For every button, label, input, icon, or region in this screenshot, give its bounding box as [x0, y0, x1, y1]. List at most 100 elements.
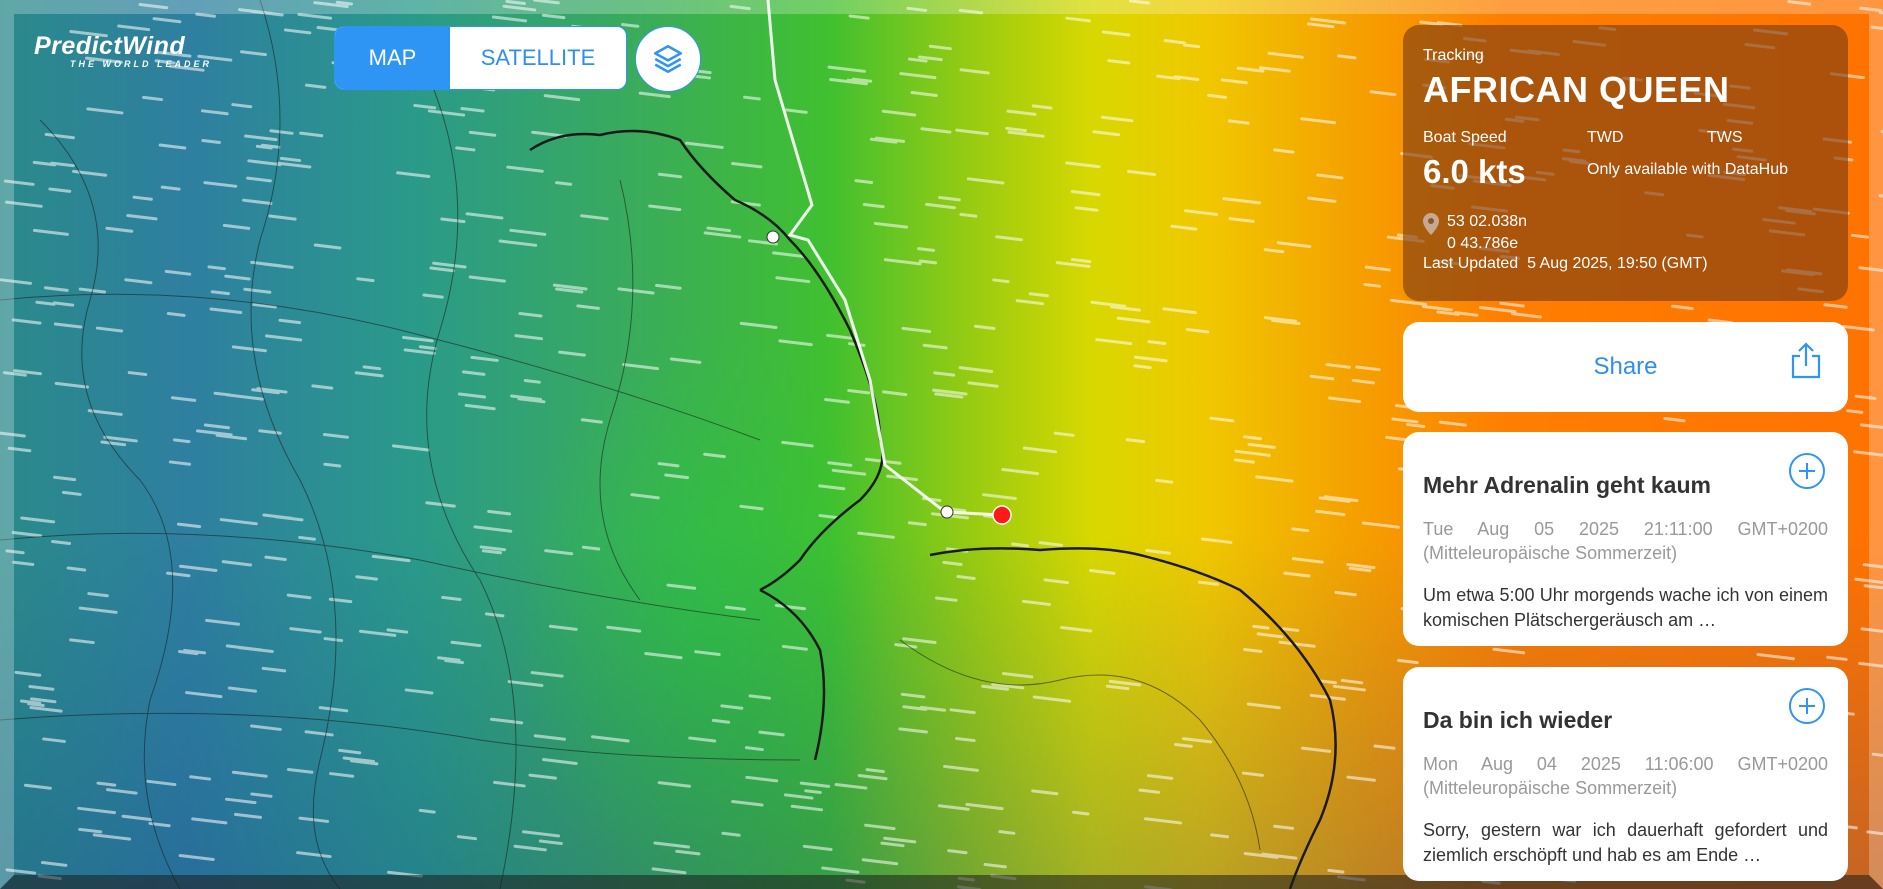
wind-streak [166, 311, 186, 317]
wind-streak [166, 571, 191, 578]
wind-streak [1074, 206, 1099, 212]
wind-streak [231, 103, 253, 109]
wind-streak [854, 179, 874, 185]
wind-streak [1332, 684, 1366, 692]
wind-streak [959, 212, 978, 218]
wind-streak [621, 22, 640, 28]
wind-streak [1107, 59, 1131, 65]
wind-streak [1185, 327, 1210, 334]
wind-streak [35, 300, 56, 306]
wind-streak [269, 129, 294, 135]
wind-streak [991, 682, 1025, 690]
wind-streak [1060, 626, 1093, 633]
wind-streak [804, 789, 822, 794]
wind-streak [1273, 824, 1295, 830]
wind-streak [386, 628, 409, 634]
wind-streak [1318, 679, 1338, 685]
track-point [940, 505, 954, 519]
wind-streak [1100, 115, 1134, 123]
wind-streak [1355, 365, 1381, 372]
wind-streak [580, 214, 609, 221]
blog-post[interactable]: Mehr Adrenalin geht kaum Tue Aug 05 2025… [1403, 432, 1848, 646]
wind-streak [48, 187, 72, 193]
wind-streak [1243, 647, 1263, 653]
wind-streak [783, 793, 814, 800]
wind-streak [992, 278, 1010, 284]
wind-streak [436, 656, 461, 662]
wind-streak [201, 138, 221, 144]
wind-streak [1300, 746, 1332, 753]
wind-streak [1291, 527, 1310, 533]
map-button[interactable]: MAP [335, 27, 450, 89]
wind-streak [66, 566, 87, 572]
wind-streak [1850, 233, 1870, 239]
blog-post[interactable]: Da bin ich wieder Mon Aug 04 2025 11:06:… [1403, 667, 1848, 881]
wind-streak [7, 446, 32, 453]
wind-streak [1273, 148, 1295, 154]
wind-streak [827, 65, 866, 73]
expand-plus-icon[interactable] [1788, 687, 1826, 725]
wind-streak [1209, 416, 1235, 423]
wind-streak [1116, 316, 1151, 324]
wind-streak [857, 531, 895, 539]
wind-streak [1138, 788, 1161, 794]
wind-streak [487, 509, 512, 516]
wind-streak [772, 251, 807, 259]
satellite-button[interactable]: SATELLITE [480, 45, 596, 70]
wind-streak [103, 435, 138, 443]
wind-streak [902, 705, 928, 711]
wind-streak [998, 830, 1016, 835]
wind-streak [43, 286, 69, 292]
wind-streak [311, 384, 334, 390]
wind-streak [142, 95, 164, 102]
boat-name: AFRICAN QUEEN [1423, 69, 1730, 110]
wind-streak [69, 30, 108, 38]
wind-streak [848, 14, 870, 20]
wind-streak [532, 0, 560, 5]
wind-streak [279, 156, 302, 163]
wind-streak [1031, 104, 1053, 110]
wind-streak [105, 226, 134, 233]
wind-streak [505, 0, 526, 6]
wind-streak [1479, 305, 1517, 314]
wind-streak [711, 718, 731, 724]
share-button[interactable]: Share [1403, 322, 1848, 412]
wind-streak [1028, 292, 1049, 298]
wind-streak [224, 274, 251, 281]
wind-streak [826, 333, 856, 340]
wind-streak [883, 258, 922, 266]
wind-streak [818, 514, 838, 519]
wind-streak [720, 704, 744, 710]
wind-streak [1369, 90, 1397, 97]
wind-streak [491, 15, 528, 23]
wind-streak [1220, 78, 1248, 85]
wind-streak [1145, 548, 1171, 555]
layers-button[interactable] [635, 26, 701, 92]
wind-streak [413, 103, 437, 110]
wind-streak [289, 627, 322, 634]
wind-streak [1133, 364, 1152, 370]
wind-streak [521, 830, 561, 838]
wind-streak [544, 549, 574, 556]
wind-streak [983, 862, 1007, 869]
datahub-note: Only available with DataHub [1587, 161, 1788, 178]
wind-streak [358, 629, 397, 637]
wind-streak [40, 861, 68, 867]
wind-streak [328, 597, 353, 604]
wind-streak [1263, 248, 1285, 254]
wind-streak [1854, 577, 1883, 584]
post-date: Tue Aug 05 2025 21:11:00 GMT+0200 (Mitte… [1423, 519, 1828, 563]
expand-plus-icon[interactable] [1788, 452, 1826, 490]
track-point [766, 230, 780, 244]
wind-streak [71, 169, 108, 177]
wind-streak [195, 429, 233, 437]
wind-streak [78, 606, 118, 614]
wind-streak [178, 854, 215, 861]
wind-streak [1858, 661, 1883, 668]
wind-streak [127, 371, 148, 377]
wind-streak [1197, 580, 1220, 586]
wind-streak [1007, 130, 1045, 138]
wind-streak [481, 549, 502, 555]
wind-streak [1281, 627, 1300, 632]
wind-streak [995, 235, 1023, 242]
